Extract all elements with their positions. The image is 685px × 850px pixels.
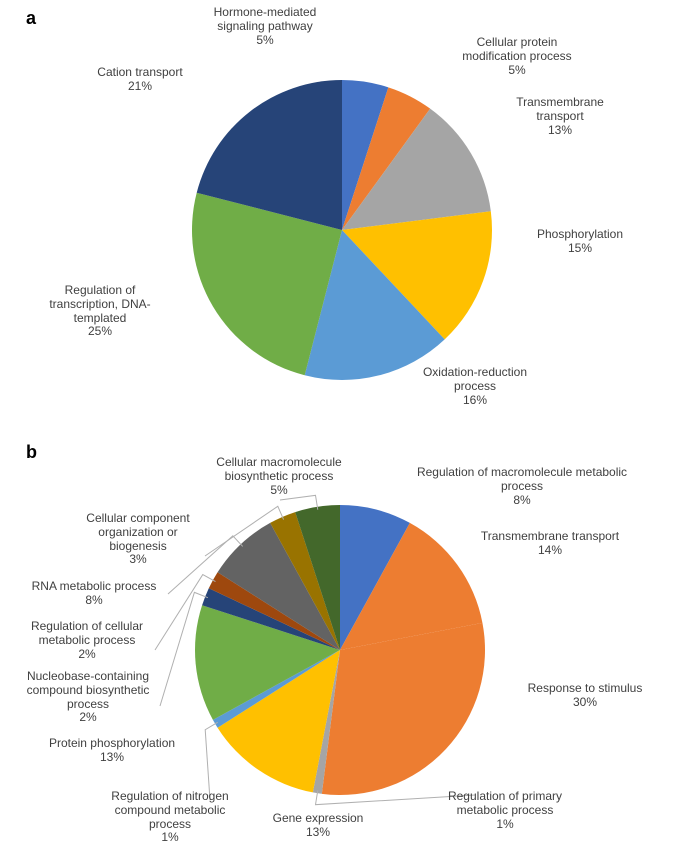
- leader-line: [280, 495, 318, 509]
- callout-label: organization or: [68, 526, 208, 540]
- figure-page: a b Hormone-mediatedsignaling pathway5%C…: [0, 0, 685, 850]
- callout-percent: 5%: [442, 64, 592, 78]
- callout-label: Transmembrane transport: [460, 530, 640, 544]
- callout-label: RNA metabolic process: [14, 580, 174, 594]
- callout-label: Cation transport: [80, 66, 200, 80]
- callout-percent: 3%: [68, 553, 208, 567]
- callout-label: compound biosynthetic: [8, 684, 168, 698]
- slice-callout: Regulation of primarymetabolic process1%: [430, 790, 580, 831]
- callout-label: metabolic process: [430, 804, 580, 818]
- callout-label: process: [8, 698, 168, 712]
- callout-percent: 15%: [520, 242, 640, 256]
- callout-percent: 14%: [460, 544, 640, 558]
- slice-callout: Hormone-mediatedsignaling pathway5%: [195, 6, 335, 47]
- callout-label: process: [400, 380, 550, 394]
- callout-label: Nucleobase-containing: [8, 670, 168, 684]
- slice-callout: Regulation oftranscription, DNA-template…: [30, 284, 170, 339]
- callout-label: modification process: [442, 50, 592, 64]
- callout-label: transport: [500, 110, 620, 124]
- callout-percent: 21%: [80, 80, 200, 94]
- callout-percent: 30%: [510, 696, 660, 710]
- callout-percent: 13%: [32, 751, 192, 765]
- callout-percent: 16%: [400, 394, 550, 408]
- callout-percent: 8%: [392, 494, 652, 508]
- slice-callout: Gene expression13%: [258, 812, 378, 840]
- callout-label: Regulation of nitrogen: [90, 790, 250, 804]
- callout-label: Gene expression: [258, 812, 378, 826]
- slice-callout: RNA metabolic process8%: [14, 580, 174, 608]
- callout-label: compound metabolic: [90, 804, 250, 818]
- callout-percent: 5%: [194, 484, 364, 498]
- callout-label: Regulation of cellular: [12, 620, 162, 634]
- slice-callout: Transmembranetransport13%: [500, 96, 620, 137]
- callout-label: Protein phosphorylation: [32, 737, 192, 751]
- callout-percent: 8%: [14, 594, 174, 608]
- callout-label: templated: [30, 312, 170, 326]
- slice-callout: Oxidation-reductionprocess16%: [400, 366, 550, 407]
- slice-callout: Cellular componentorganization orbiogene…: [68, 512, 208, 567]
- slice-callout: Regulation of nitrogencompound metabolic…: [90, 790, 250, 845]
- callout-percent: 5%: [195, 34, 335, 48]
- callout-label: metabolic process: [12, 634, 162, 648]
- callout-label: biosynthetic process: [194, 470, 364, 484]
- callout-percent: 13%: [500, 124, 620, 138]
- callout-percent: 25%: [30, 325, 170, 339]
- callout-label: Oxidation-reduction: [400, 366, 550, 380]
- callout-percent: 2%: [12, 648, 162, 662]
- callout-label: Cellular protein: [442, 36, 592, 50]
- callout-percent: 1%: [90, 831, 250, 845]
- slice-callout: Regulation of macromolecule metabolicpro…: [392, 466, 652, 507]
- slice-callout: Cellular proteinmodification process5%: [442, 36, 592, 77]
- slice-callout: Cation transport21%: [80, 66, 200, 94]
- slice-callout: Transmembrane transport14%: [460, 530, 640, 558]
- callout-label: Phosphorylation: [520, 228, 640, 242]
- callout-percent: 1%: [430, 818, 580, 832]
- callout-label: Regulation of: [30, 284, 170, 298]
- callout-label: signaling pathway: [195, 20, 335, 34]
- slice-callout: Phosphorylation15%: [520, 228, 640, 256]
- callout-label: biogenesis: [68, 540, 208, 554]
- slice-callout: Cellular macromoleculebiosynthetic proce…: [194, 456, 364, 497]
- callout-label: Transmembrane: [500, 96, 620, 110]
- slice-callout: Protein phosphorylation13%: [32, 737, 192, 765]
- callout-label: process: [392, 480, 652, 494]
- slice-callout: Regulation of cellularmetabolic process2…: [12, 620, 162, 661]
- callout-label: process: [90, 818, 250, 832]
- callout-percent: 13%: [258, 826, 378, 840]
- callout-label: Regulation of primary: [430, 790, 580, 804]
- callout-label: transcription, DNA-: [30, 298, 170, 312]
- callout-label: Cellular macromolecule: [194, 456, 364, 470]
- slice-callout: Response to stimulus30%: [510, 682, 660, 710]
- callout-label: Response to stimulus: [510, 682, 660, 696]
- slice-callout: Nucleobase-containingcompound biosynthet…: [8, 670, 168, 725]
- callout-label: Cellular component: [68, 512, 208, 526]
- callout-percent: 2%: [8, 711, 168, 725]
- callout-label: Regulation of macromolecule metabolic: [392, 466, 652, 480]
- callout-label: Hormone-mediated: [195, 6, 335, 20]
